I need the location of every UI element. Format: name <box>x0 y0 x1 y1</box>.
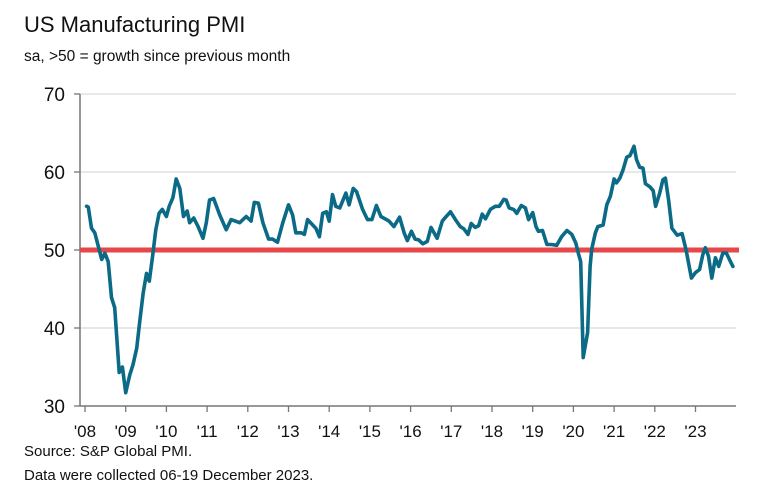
x-tick-label: '13 <box>277 422 299 440</box>
x-tick-label: '12 <box>237 422 259 440</box>
x-tick-label: '21 <box>603 422 625 440</box>
x-tick-label: '09 <box>115 422 137 440</box>
x-tick-label: '22 <box>644 422 666 440</box>
y-tick-label: 40 <box>44 319 65 340</box>
x-tick-label: '19 <box>522 422 544 440</box>
y-tick-label: 70 <box>44 85 65 106</box>
source-note: Source: S&P Global PMI. <box>24 443 193 460</box>
x-tick-label: '17 <box>440 422 462 440</box>
y-tick-label: 50 <box>44 241 65 262</box>
y-tick-label: 30 <box>44 397 65 418</box>
y-tick-label: 60 <box>44 163 65 184</box>
pmi-series-line <box>84 144 735 395</box>
chart-title: US Manufacturing PMI <box>24 12 246 37</box>
x-tick-label: '18 <box>481 422 503 440</box>
x-tick-label: '20 <box>562 422 584 440</box>
x-tick-label: '11 <box>197 422 218 440</box>
pmi-line-chart: 30 40 50 60 70 '08 '09 '10 '11 '12 '13 '14 '15 '16 '1… <box>44 85 739 440</box>
x-tick-label: '16 <box>400 422 422 440</box>
x-tick-label: '08 <box>74 422 96 440</box>
x-tick-label: '10 <box>155 422 177 440</box>
chart-subtitle: sa, >50 = growth since previous month <box>24 48 291 65</box>
x-tick-label: '14 <box>318 422 340 440</box>
collection-note: Data were collected 06-19 December 2023. <box>24 467 314 484</box>
x-tick-label: '15 <box>359 422 381 440</box>
x-tick-label: '23 <box>684 422 706 440</box>
